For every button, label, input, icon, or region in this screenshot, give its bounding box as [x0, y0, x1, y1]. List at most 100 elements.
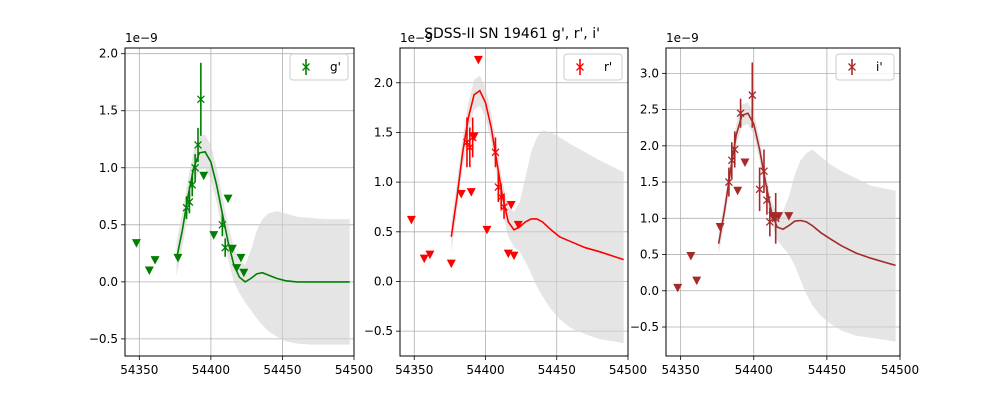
detection-point: [771, 214, 780, 223]
y-tick-label: 1.0: [374, 175, 393, 189]
plot-area: [406, 55, 624, 344]
x-tick-label: 54500: [881, 363, 919, 377]
detection-point: [191, 163, 200, 172]
axes-frame: [124, 47, 355, 357]
legend-frame: [835, 53, 895, 81]
upper-limit-point: [506, 200, 516, 210]
upper-limit-point: [227, 244, 237, 254]
x-tick-label: 54450: [808, 363, 846, 377]
upper-limit-point: [686, 251, 696, 261]
x-tick-label: 54500: [609, 363, 647, 377]
legend: i': [835, 53, 895, 81]
x-tick-label: 54400: [466, 363, 504, 377]
y-tick-label: 0.0: [640, 284, 659, 298]
detection-point: [468, 133, 477, 142]
detection-point: [185, 198, 194, 206]
detection-point: [736, 109, 745, 118]
legend-marker: [576, 63, 584, 71]
model-uncertainty-band: [451, 75, 624, 344]
y-tick-label: 0.0: [374, 274, 393, 288]
detection-point: [765, 217, 774, 226]
y-tick-label: 0.5: [640, 248, 659, 262]
upper-limit-point: [715, 223, 725, 232]
x-tick-label: 54450: [538, 363, 576, 377]
model-line: [450, 89, 624, 261]
x-tick-label: 54350: [120, 363, 158, 377]
detection-point: [188, 180, 197, 189]
y-multiplier-label: 1e−9: [400, 31, 433, 45]
legend-label: r': [604, 60, 612, 74]
detection-point: [730, 145, 739, 154]
legend: g': [289, 53, 349, 81]
legend-label: i': [876, 60, 883, 74]
detection-point: [760, 167, 768, 176]
y-tick-label: −0.5: [89, 332, 118, 346]
x-tick-label: 54350: [395, 363, 433, 377]
detection-point: [724, 178, 733, 187]
upper-limit-point: [150, 256, 160, 265]
x-tick-label: 54400: [192, 363, 230, 377]
upper-limit-point: [740, 158, 750, 168]
y-tick-label: 1.5: [374, 125, 393, 139]
subplot-i: 54350 54400 54450 54500 −0.5 0.0 0.5 1.0 1.5 2.0 2…: [630, 31, 919, 377]
upper-limit-point: [673, 283, 683, 293]
detection-point: [755, 185, 764, 194]
upper-limit-point: [425, 250, 435, 260]
axes-frame: [665, 47, 901, 357]
subplot-g: 54350 54400 54450 54500 −0.5 0.0 0.5 1.0 1.5 2.0 1…: [89, 31, 373, 377]
detection-point: [491, 148, 500, 157]
upper-limit-point: [239, 268, 249, 278]
y-tick-label: 2.0: [99, 47, 118, 61]
detection-point: [762, 196, 771, 205]
y-tick-label: 1.0: [99, 161, 118, 175]
axes-frame: [399, 47, 629, 357]
upper-limit-point: [456, 190, 466, 199]
upper-limit-point: [733, 186, 743, 196]
y-tick-label: 2.0: [374, 76, 393, 90]
y-tick-label: 1.5: [99, 104, 118, 118]
upper-limit-point: [236, 253, 246, 263]
figure-title: SDSS-II SN 19461 g', r', i': [424, 26, 600, 42]
y-tick-label: 3.0: [640, 66, 659, 80]
y-tick-label: 2.5: [640, 103, 659, 117]
x-tick-label: 54400: [735, 363, 773, 377]
upper-limit-point: [466, 188, 476, 197]
y-multiplier-label: 1e−9: [666, 31, 699, 45]
upper-limit-point: [131, 239, 141, 248]
legend-marker: [302, 63, 310, 71]
x-tick-label: 54450: [263, 363, 301, 377]
x-tick-label: 54350: [662, 363, 700, 377]
model-uncertainty-band: [176, 134, 350, 345]
legend-marker: [848, 63, 856, 71]
upper-limit-point: [692, 276, 702, 286]
y-tick-label: −0.5: [630, 320, 659, 334]
legend-frame: [289, 53, 349, 81]
upper-limit-point: [446, 259, 456, 269]
detection-point: [500, 203, 508, 211]
y-tick-label: 0.5: [374, 225, 393, 239]
y-tick-label: 0.5: [99, 218, 118, 232]
upper-limit-point: [482, 225, 492, 235]
legend-label: g': [330, 60, 341, 74]
upper-limit-point: [419, 254, 429, 264]
y-tick-label: −0.5: [364, 324, 393, 338]
upper-limit-point: [173, 253, 183, 263]
upper-limit-point: [232, 264, 242, 273]
legend: r': [563, 53, 623, 81]
upper-limit-point: [473, 55, 483, 65]
subplots: 54350 54400 54450 54500 −0.5 0.0 0.5 1.0 1.5 2.0 1…: [89, 31, 919, 377]
y-tick-label: 2.0: [640, 139, 659, 153]
detection-point: [748, 91, 757, 100]
y-tick-label: 1.0: [640, 211, 659, 225]
subplot-r: 54350 54400 54450 54500 −0.5 0.0 0.5 1.0 1.5 2.0 1…: [364, 31, 647, 377]
upper-limit-point: [784, 212, 794, 221]
detection-point: [194, 141, 202, 149]
y-tick-label: 0.0: [99, 275, 118, 289]
upper-limit-point: [209, 231, 219, 240]
upper-limit-point: [509, 251, 519, 261]
detection-point: [196, 95, 205, 104]
x-tick-label: 54500: [335, 363, 373, 377]
upper-limit-point: [406, 215, 416, 225]
legend-frame: [563, 53, 623, 81]
plot-area: [131, 62, 350, 345]
